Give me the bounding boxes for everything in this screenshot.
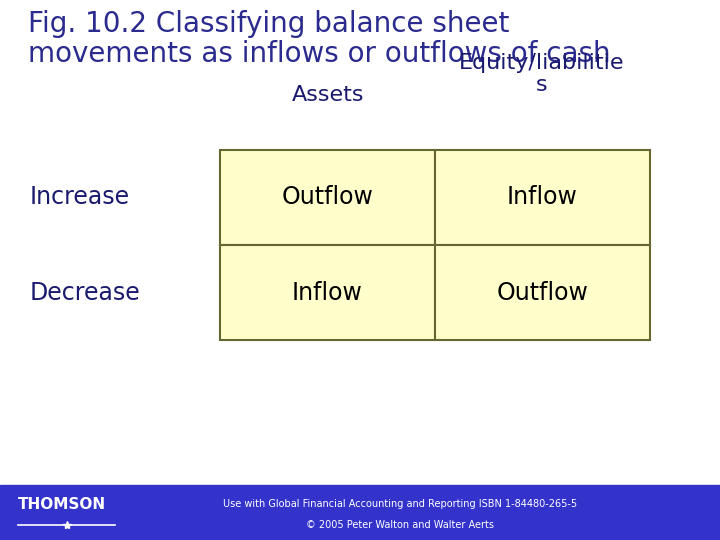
Text: Decrease: Decrease	[30, 280, 140, 305]
Text: Inflow: Inflow	[292, 280, 363, 305]
Text: Outflow: Outflow	[282, 186, 374, 210]
Text: THOMSON: THOMSON	[18, 497, 106, 512]
Bar	[435, 245, 650, 340]
Text: Outflow: Outflow	[497, 280, 588, 305]
Text: Fig. 10.2 Classifying balance sheet: Fig. 10.2 Classifying balance sheet	[28, 10, 509, 38]
Text: Assets: Assets	[292, 85, 364, 105]
Bar	[0, 485, 720, 540]
Text: © 2005 Peter Walton and Walter Aerts: © 2005 Peter Walton and Walter Aerts	[306, 519, 494, 530]
Text: Use with Global Financial Accounting and Reporting ISBN 1-84480-265-5: Use with Global Financial Accounting and…	[223, 500, 577, 509]
Text: Increase: Increase	[30, 186, 130, 210]
Bar	[220, 245, 435, 340]
Text: Inflow: Inflow	[507, 186, 578, 210]
Text: Equity/liabilitie
s: Equity/liabilitie s	[459, 52, 625, 95]
Bar	[220, 150, 435, 245]
Text: movements as inflows or outflows of cash: movements as inflows or outflows of cash	[28, 40, 611, 68]
Bar	[435, 150, 650, 245]
